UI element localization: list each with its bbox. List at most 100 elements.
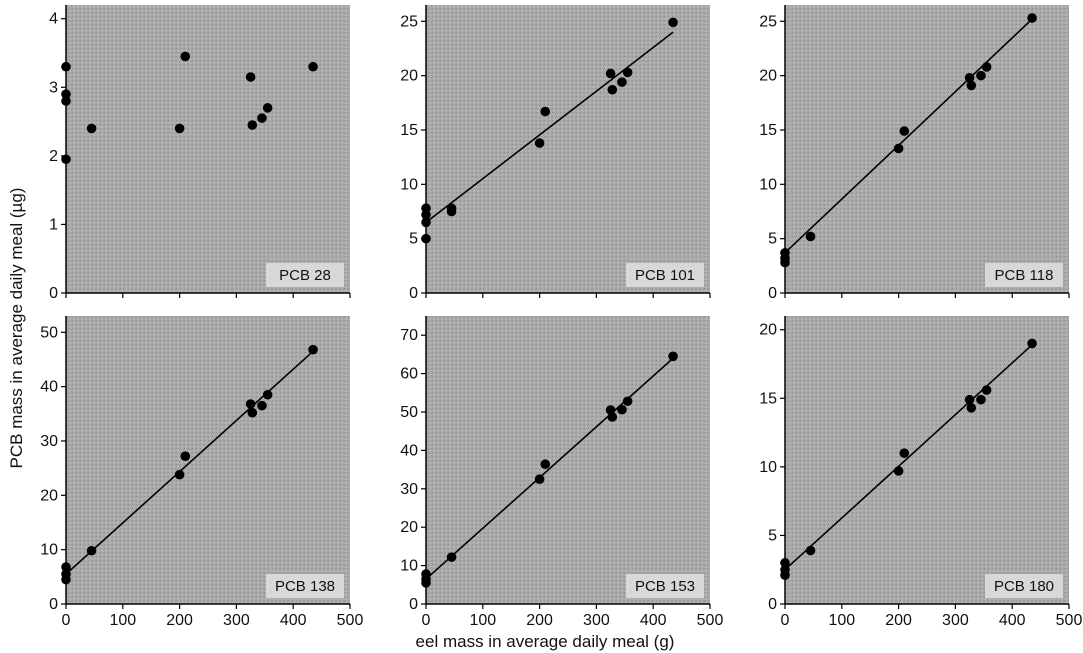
data-point <box>668 351 678 362</box>
panels-group: 0 1 2 3 4 PCB 28 0 5 10 15 20 25 PCB 101 0 5 10 15 20 25 PC… <box>40 5 1082 629</box>
x-tick-label: 300 <box>223 612 250 629</box>
data-point <box>1027 13 1037 23</box>
data-point <box>61 61 71 72</box>
data-point <box>61 574 71 585</box>
y-tick-label: 50 <box>40 324 58 341</box>
y-tick-label: 20 <box>40 487 58 504</box>
panel-background <box>426 316 710 604</box>
y-tick-label: 0 <box>49 596 58 613</box>
data-point <box>668 17 678 28</box>
y-tick-label: 3 <box>49 79 58 96</box>
data-point <box>174 123 185 134</box>
data-point <box>180 51 191 62</box>
y-tick-label: 0 <box>409 285 418 302</box>
y-tick-label: 0 <box>768 285 777 302</box>
panel-label-box <box>985 263 1063 287</box>
data-point <box>780 257 790 268</box>
data-point <box>257 113 267 123</box>
data-point <box>964 394 975 405</box>
panel-background <box>66 5 350 293</box>
y-tick-label: 0 <box>409 596 418 613</box>
data-point <box>805 545 816 556</box>
y-tick-label: 20 <box>759 322 777 339</box>
data-point <box>976 70 986 81</box>
data-point <box>605 68 616 79</box>
data-point <box>893 466 904 476</box>
y-tick-label: 5 <box>768 231 777 248</box>
data-point <box>86 545 97 556</box>
data-point <box>540 459 551 470</box>
y-tick-label: 20 <box>400 519 418 536</box>
data-point <box>180 451 191 461</box>
data-point <box>622 396 633 407</box>
panel-label: PCB 180 <box>994 578 1054 595</box>
data-point <box>617 404 627 415</box>
data-point <box>534 138 545 148</box>
x-tick-label: 100 <box>828 612 855 629</box>
y-tick-label: 15 <box>759 390 777 407</box>
data-point <box>622 67 633 78</box>
x-tick-label: 400 <box>640 612 667 629</box>
x-tick-label: 0 <box>62 612 71 629</box>
panel-label: PCB 138 <box>275 578 335 595</box>
x-tick-label: 400 <box>280 612 307 629</box>
data-point <box>421 217 431 228</box>
data-point <box>421 233 431 244</box>
y-tick-label: 40 <box>400 442 418 459</box>
panel-1: 0 1 2 3 4 PCB 28 <box>49 5 351 302</box>
panel-label: PCB 153 <box>635 578 695 595</box>
data-point <box>421 578 431 588</box>
y-tick-label: 25 <box>759 13 777 30</box>
data-point <box>308 344 318 355</box>
panel-2: 0 5 10 15 20 25 PCB 101 <box>400 5 711 302</box>
panel-background <box>426 5 710 293</box>
panel-label-box <box>626 263 704 287</box>
panel-label-box <box>266 263 344 287</box>
y-tick-label: 2 <box>49 148 58 165</box>
x-tick-label: 300 <box>583 612 610 629</box>
data-point <box>446 552 457 562</box>
panel-background <box>785 5 1069 293</box>
data-point <box>1027 338 1037 349</box>
y-tick-label: 10 <box>400 558 418 575</box>
x-tick-label: 0 <box>781 612 790 629</box>
regression-line <box>784 18 1033 254</box>
data-point <box>61 96 71 106</box>
y-tick-label: 15 <box>400 122 418 139</box>
data-point <box>446 206 457 217</box>
regression-line <box>65 350 314 575</box>
y-tick-label: 20 <box>400 68 418 85</box>
data-point <box>981 62 992 72</box>
data-point <box>421 209 431 220</box>
data-point <box>247 407 258 418</box>
y-tick-label: 30 <box>400 481 418 498</box>
y-axis-label: PCB mass in average daily meal (µg) <box>7 188 26 469</box>
data-point <box>976 394 986 405</box>
data-point <box>981 385 992 395</box>
y-tick-label: 20 <box>759 68 777 85</box>
data-point <box>245 399 256 409</box>
data-point <box>893 143 904 154</box>
y-tick-label: 25 <box>400 13 418 30</box>
data-point <box>534 474 545 485</box>
panel-label: PCB 118 <box>995 267 1054 284</box>
y-tick-label: 70 <box>400 327 418 344</box>
data-point <box>262 103 273 113</box>
data-point <box>780 570 790 580</box>
data-point <box>899 126 910 136</box>
panel-label-box <box>985 574 1063 598</box>
data-point <box>805 231 816 242</box>
x-tick-label: 300 <box>942 612 969 629</box>
regression-line <box>784 344 1033 571</box>
panel-label-box <box>266 574 344 598</box>
y-tick-label: 4 <box>49 11 58 28</box>
y-tick-label: 40 <box>40 379 58 396</box>
y-tick-label: 0 <box>49 285 58 302</box>
data-point <box>245 72 256 82</box>
panel-3: 0 5 10 15 20 25 PCB 118 <box>759 5 1070 302</box>
y-tick-label: 1 <box>49 216 58 233</box>
data-point <box>899 448 910 458</box>
